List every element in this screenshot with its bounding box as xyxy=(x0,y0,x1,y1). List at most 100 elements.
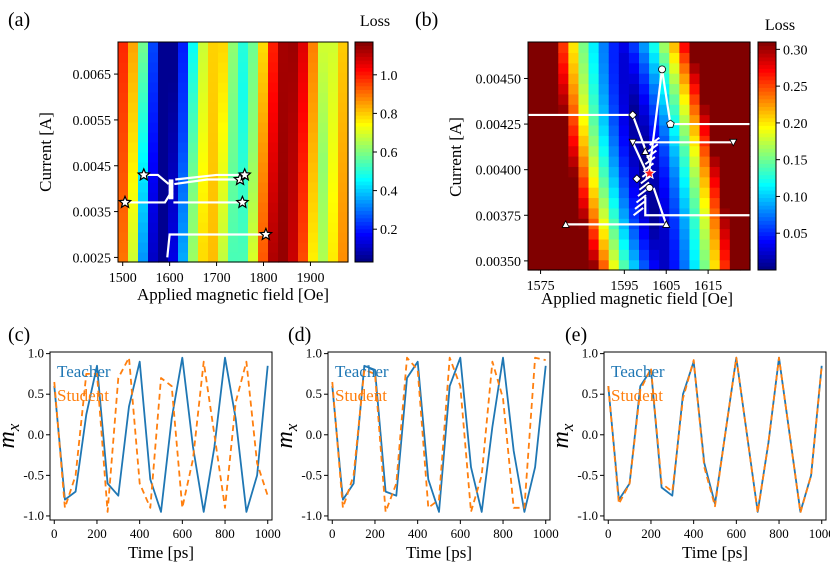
heatmap-cell xyxy=(699,207,711,219)
heatmap-cell xyxy=(308,192,319,203)
heatmap-cell xyxy=(138,62,149,73)
heatmap-cell xyxy=(168,222,179,233)
heatmap-cell xyxy=(308,122,319,133)
heatmap-cell xyxy=(308,82,319,93)
heatmap-cell xyxy=(639,156,650,167)
heatmap-cell xyxy=(298,82,309,93)
heatmap-cell xyxy=(639,83,650,95)
heatmap-cell xyxy=(628,156,640,167)
heatmap-cell xyxy=(739,104,751,116)
heatmap-cell xyxy=(568,124,580,136)
heatmap-cell xyxy=(608,187,620,199)
heatmap-cell xyxy=(699,62,711,74)
heatmap-cell xyxy=(709,166,721,178)
heatmap-cell xyxy=(548,228,559,240)
panel-a-ylabel: Current [A] xyxy=(36,112,55,192)
heatmap-cell xyxy=(578,104,590,116)
heatmap-cell xyxy=(288,122,299,133)
heatmap-cell xyxy=(699,218,711,230)
heatmap-cell xyxy=(669,259,680,271)
heatmap-cell xyxy=(188,202,199,213)
heatmap-cell xyxy=(148,172,159,183)
heatmap-cell xyxy=(719,156,731,167)
colorbar-tick-label: 1.0 xyxy=(380,69,398,84)
colorbar-cell xyxy=(355,170,373,175)
trajectory-cluster xyxy=(646,149,657,159)
heatmap-cell xyxy=(288,52,299,63)
y-tick-label: -1.0 xyxy=(301,508,322,523)
heatmap-cell xyxy=(258,82,269,93)
heatmap-cell xyxy=(558,176,569,188)
heatmap-cell xyxy=(288,232,299,243)
heatmap-cell xyxy=(558,52,569,64)
y-tick-label: 0.00350 xyxy=(476,255,522,270)
x-tick-label: 1500 xyxy=(109,271,137,286)
heatmap-cell xyxy=(318,222,329,233)
colorbar-cell xyxy=(758,91,776,96)
heatmap-cell xyxy=(709,187,721,199)
heatmap-cell xyxy=(578,176,590,188)
heatmap-cell xyxy=(218,232,229,243)
heatmap-cell xyxy=(729,156,741,167)
heatmap-cell xyxy=(258,132,269,143)
heatmap-cell xyxy=(659,114,670,126)
heatmap-cell xyxy=(148,92,159,103)
heatmap-cell xyxy=(679,145,691,157)
heatmap-cell xyxy=(198,202,209,213)
heatmap-cell xyxy=(268,192,279,203)
colorbar-cell xyxy=(355,236,373,241)
heatmap-cell xyxy=(338,252,349,263)
heatmap-cell xyxy=(588,249,600,261)
colorbar-cell xyxy=(758,98,776,104)
heatmap-cell xyxy=(138,52,149,63)
heatmap-cell xyxy=(338,212,349,223)
heatmap-cell xyxy=(268,102,279,113)
heatmap-cell xyxy=(238,212,249,223)
y-axis-label-subscript: x xyxy=(558,423,577,432)
heatmap-cell xyxy=(578,83,590,95)
heatmap-cell xyxy=(608,259,620,271)
triangle-up-marker xyxy=(561,220,570,228)
heatmap-cell xyxy=(328,102,339,113)
colorbar-cell xyxy=(355,210,373,215)
heatmap-cell xyxy=(258,52,269,63)
heatmap-cell xyxy=(148,242,159,253)
heatmap-cell xyxy=(528,93,539,105)
heatmap-cell xyxy=(118,172,129,183)
y-tick-label: 0.5 xyxy=(582,386,598,401)
heatmap-cell xyxy=(148,52,159,63)
heatmap-cell xyxy=(248,42,259,53)
heatmap-cell xyxy=(618,83,630,95)
heatmap-cell xyxy=(168,142,179,153)
heatmap-cell xyxy=(218,212,229,223)
heatmap-cell xyxy=(558,228,569,240)
heatmap-cell xyxy=(118,122,129,133)
heatmap-cell xyxy=(268,222,279,233)
heatmap-cell xyxy=(598,135,610,147)
trajectory-cluster xyxy=(634,200,646,210)
heatmap-cell xyxy=(338,42,349,53)
heatmap-cell xyxy=(689,104,701,116)
heatmap-cell xyxy=(308,172,319,183)
heatmap-cell xyxy=(578,114,590,126)
legend-entry: Student xyxy=(335,386,387,405)
heatmap-cell xyxy=(258,92,269,103)
heatmap-cell xyxy=(588,83,600,95)
heatmap-cell xyxy=(298,202,309,213)
heatmap-cell xyxy=(679,42,691,53)
colorbar-cell xyxy=(758,174,776,180)
x-tick-label: 1615 xyxy=(694,279,722,294)
heatmap-cell xyxy=(739,187,751,199)
heatmap-cell xyxy=(248,112,259,123)
y-axis-label: mx xyxy=(548,423,577,448)
colorbar-cell xyxy=(758,159,776,164)
heatmap-cell xyxy=(689,124,701,136)
heatmap-cell xyxy=(338,182,349,193)
heatmap-cell xyxy=(719,145,731,157)
trajectory-line xyxy=(175,173,245,181)
heatmap-cell xyxy=(588,124,600,136)
heatmap-cell xyxy=(649,197,660,209)
heatmap-cell xyxy=(208,202,219,213)
heatmap-cell xyxy=(248,222,259,233)
heatmap-cell xyxy=(739,238,751,250)
